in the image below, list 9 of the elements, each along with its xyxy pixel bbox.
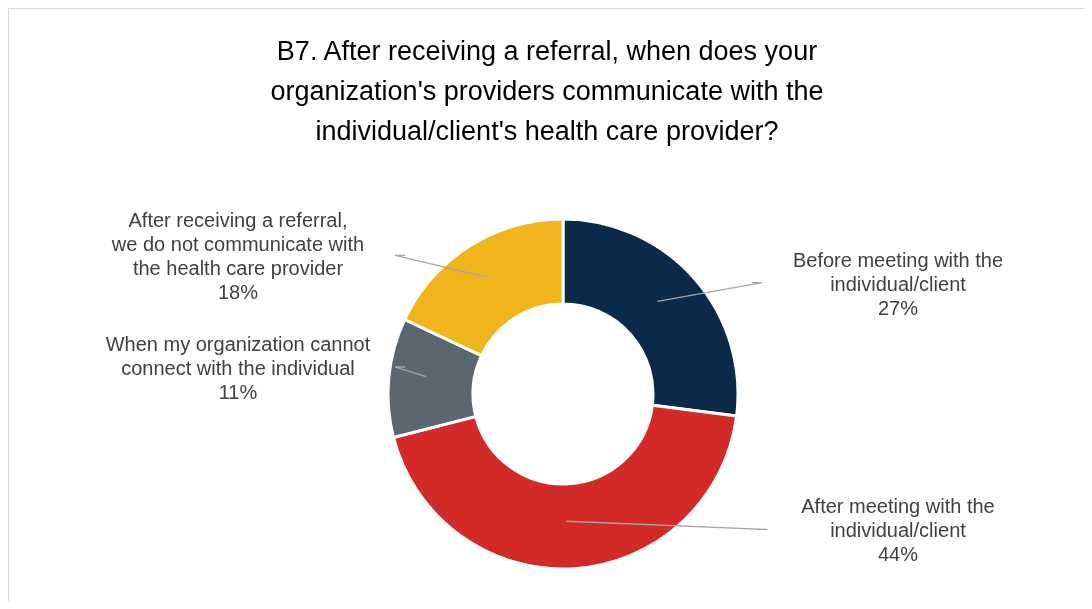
data-label: 27% [877,296,919,319]
chart-title: B7. After receiving a referral, when does your organization's providers communicate with the individual/client's health care provider? [269,35,825,148]
data-label: 18% [217,281,259,304]
data-label: 11% [218,381,258,403]
slice-label: Before meeting with the individual/client [792,248,1004,295]
slice-label: When my organization cannot connect with the individual [105,333,371,379]
slice-label: After receiving a referral, we do not communicate with the health care provider [110,209,365,280]
slice-label: After meeting with the individual/client [801,495,995,542]
data-label: 44% [877,543,919,566]
